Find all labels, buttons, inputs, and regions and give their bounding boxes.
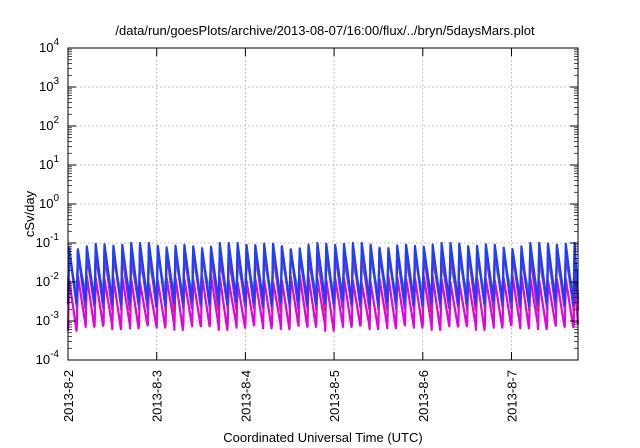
- y-tick-label: 102: [39, 115, 59, 133]
- y-tick-label: 101: [39, 154, 59, 172]
- series-group: [66, 241, 580, 332]
- x-axis: 2013-8-2 2013-8-3 2013-8-4 2013-8-5 2013-8-6…: [61, 48, 519, 422]
- x-tick-label: 2013-8-4: [238, 370, 253, 422]
- chart-title: /data/run/goesPlots/archive/2013-08-07/1…: [115, 23, 535, 38]
- series-line: [66, 241, 580, 308]
- x-axis-label: Coordinated Universal Time (UTC): [223, 430, 422, 445]
- y-tick-label: 103: [39, 76, 59, 94]
- y-tick-label: 10-3: [36, 310, 60, 328]
- y-tick-label: 104: [39, 37, 59, 55]
- y-tick-label: 10-4: [36, 349, 60, 367]
- y-tick-label: 10-1: [36, 232, 60, 250]
- x-tick-label: 2013-8-2: [61, 370, 76, 422]
- x-tick-label: 2013-8-5: [327, 370, 342, 422]
- y-tick-label: 100: [39, 193, 59, 211]
- x-tick-label: 2013-8-3: [150, 370, 165, 422]
- y-axis: 10-4 10-3 10-2 10-1 100 101 102 103 104: [36, 37, 578, 367]
- x-tick-label: 2013-8-6: [416, 370, 431, 422]
- series-line: [66, 274, 580, 332]
- y-axis-label: cSv/day: [22, 190, 37, 237]
- x-tick-label: 2013-8-7: [504, 370, 519, 422]
- y-tick-label: 10-2: [36, 271, 60, 289]
